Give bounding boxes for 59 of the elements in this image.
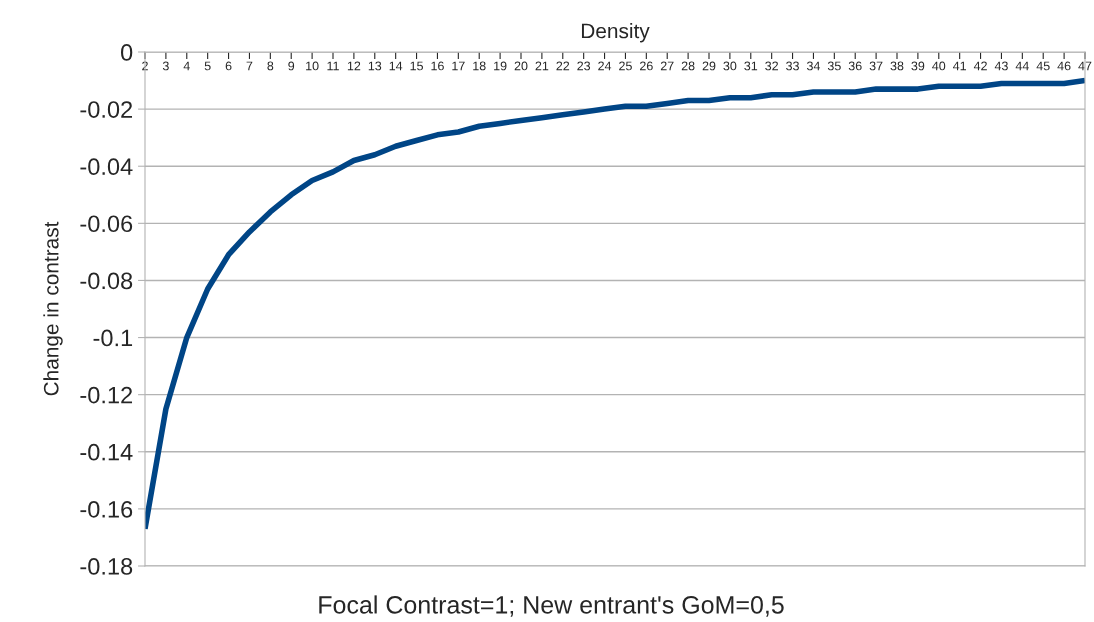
x-tick-label: 25 bbox=[619, 61, 632, 71]
x-tick-label: 17 bbox=[452, 61, 465, 71]
y-tick-label: -0.06 bbox=[80, 215, 133, 233]
y-tick-label: -0.14 bbox=[80, 443, 133, 461]
text: Focal Contrast=1; New entrant's GoM=0,5 bbox=[319, 595, 784, 617]
y-tick-label: -0.08 bbox=[80, 272, 133, 290]
y-tick-label: -0.12 bbox=[80, 386, 133, 404]
x-tick-label: 16 bbox=[431, 61, 444, 71]
x-tick-label: 47 bbox=[1078, 61, 1092, 71]
x-tick-label: 43 bbox=[994, 61, 1008, 71]
x-tick-label: 37 bbox=[869, 61, 883, 71]
x-tick-label: 9 bbox=[288, 61, 295, 71]
x-tick-label: 38 bbox=[890, 61, 904, 71]
x-tick-label: 2 bbox=[142, 61, 148, 71]
x-tick-label: 10 bbox=[306, 61, 319, 71]
x-tick-label: 15 bbox=[410, 61, 423, 71]
x-axis-title: Density bbox=[581, 23, 650, 43]
x-tick-label: 41 bbox=[953, 61, 967, 71]
x-tick-label: 39 bbox=[911, 61, 925, 71]
x-tick-label: 23 bbox=[577, 61, 591, 71]
x-tick-label: 42 bbox=[973, 61, 987, 71]
x-tick-label: 20 bbox=[514, 61, 528, 71]
x-tick-label: 46 bbox=[1057, 61, 1071, 71]
x-tick-label: 18 bbox=[473, 61, 486, 71]
x-tick-label: 32 bbox=[765, 61, 778, 71]
x-tick-label: 36 bbox=[848, 61, 862, 71]
x-tick-label: 24 bbox=[598, 61, 612, 71]
y-tick-label: -0.18 bbox=[80, 558, 133, 575]
x-tick-label: 8 bbox=[267, 61, 274, 71]
x-tick-label: 12 bbox=[347, 61, 361, 71]
x-tick-label: 6 bbox=[225, 61, 232, 71]
x-tick-label: 30 bbox=[723, 61, 737, 71]
x-tick-label: 34 bbox=[806, 61, 821, 71]
x-tick-label: 21 bbox=[535, 61, 549, 71]
x-tick-label: 40 bbox=[932, 61, 946, 71]
x-tick-label: 13 bbox=[368, 61, 382, 71]
x-tick-label: 44 bbox=[1015, 61, 1029, 71]
y-tick-label: -0.02 bbox=[80, 101, 133, 118]
y-tick-label: 0 bbox=[120, 44, 133, 61]
x-tick-label: 28 bbox=[681, 61, 695, 71]
x-tick-label: 27 bbox=[660, 61, 674, 71]
y-tick-label: -0.16 bbox=[80, 500, 133, 518]
x-tick-label: 14 bbox=[389, 61, 403, 71]
x-tick-label: 31 bbox=[744, 61, 758, 71]
y-tick-label: -0.1 bbox=[93, 329, 133, 347]
x-tick-label: 4 bbox=[183, 61, 190, 71]
x-tick-label: 45 bbox=[1036, 61, 1050, 71]
x-tick-label: 26 bbox=[640, 61, 653, 71]
x-tick-label: 35 bbox=[827, 61, 841, 71]
x-tick-label: 19 bbox=[494, 61, 507, 71]
x-tick-label: 22 bbox=[556, 61, 570, 71]
x-tick-label: 5 bbox=[204, 61, 211, 71]
y-axis-title: Change in contrast bbox=[43, 221, 63, 396]
x-tick-label: 7 bbox=[246, 61, 253, 71]
x-tick-label: 29 bbox=[702, 61, 716, 71]
y-tick-label: -0.04 bbox=[80, 158, 133, 176]
x-tick-label: 33 bbox=[786, 61, 799, 71]
x-tick-label: 11 bbox=[327, 61, 339, 71]
x-tick-label: 3 bbox=[162, 61, 169, 71]
